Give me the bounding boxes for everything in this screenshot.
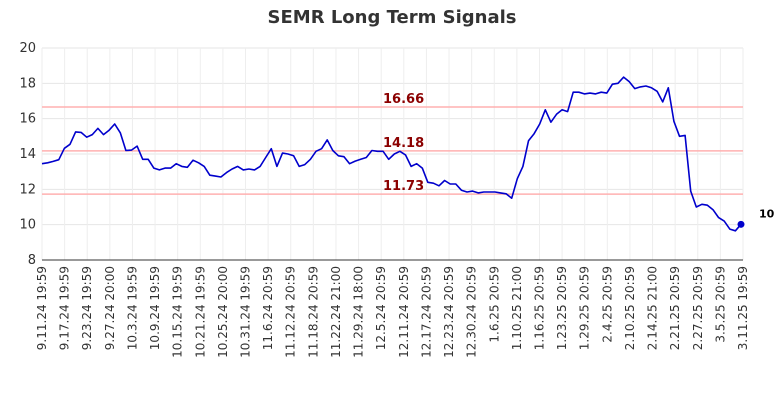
y-tick-label: 18 [19, 76, 36, 91]
x-tick-label: 3.5.25 20:59 [713, 266, 727, 343]
y-tick-label: 8 [28, 253, 36, 268]
x-tick-label: 9.27.24 20:00 [103, 266, 117, 350]
signal-line-label: 14.18 [383, 136, 424, 151]
x-tick-label: 2.10.25 20:59 [623, 266, 637, 350]
x-tick-label: 2.4.25 20:59 [600, 266, 614, 343]
x-tick-label: 12.11.24 20:59 [397, 266, 411, 358]
x-tick-label: 10.21.24 19:59 [193, 266, 207, 358]
y-tick-label: 14 [19, 147, 36, 162]
signal-line-label: 11.73 [383, 179, 424, 194]
x-tick-label: 11.29.24 18:00 [352, 266, 366, 358]
y-tick-label: 12 [19, 182, 36, 197]
x-tick-label: 11.18.24 20:59 [306, 266, 320, 358]
x-tick-label: 1.16.25 20:59 [532, 266, 546, 350]
x-tick-label: 12.30.24 20:59 [465, 266, 479, 358]
x-tick-label: 11.22.24 21:00 [329, 266, 343, 358]
chart-title: SEMR Long Term Signals [267, 7, 517, 28]
x-tick-label: 1.6.25 20:59 [487, 266, 501, 343]
x-tick-label: 9.23.24 19:59 [80, 266, 94, 350]
signal-line-label: 16.66 [383, 92, 424, 107]
y-tick-label: 20 [19, 41, 36, 56]
y-tick-label: 10 [19, 218, 36, 233]
x-tick-label: 2.21.25 20:59 [668, 266, 682, 350]
x-tick-label: 10.3.24 19:59 [125, 266, 139, 350]
x-tick-label: 10.25.24 20:00 [216, 266, 230, 358]
x-tick-label: 2.14.25 21:00 [646, 266, 660, 350]
y-tick-label: 16 [19, 112, 36, 127]
x-tick-label: 11.6.24 20:59 [261, 266, 275, 350]
x-tick-label: 1.23.25 20:59 [555, 266, 569, 350]
x-tick-label: 12.23.24 20:59 [442, 266, 456, 358]
x-tick-label: 12.5.24 20:59 [374, 266, 388, 350]
x-tick-label: 11.12.24 20:59 [284, 266, 298, 358]
x-tick-label: 3.11.25 19:59 [736, 266, 750, 350]
price-series-line [41, 76, 742, 232]
x-tick-label: 10.9.24 19:59 [148, 266, 162, 350]
x-tick-label: 12.17.24 20:59 [419, 266, 433, 358]
x-tick-label: 9.11.24 19:59 [35, 266, 49, 350]
last-price-marker [737, 220, 745, 228]
x-tick-label: 9.17.24 19:59 [58, 266, 72, 350]
last-price-label: 10 [759, 207, 775, 220]
x-tick-label: 2.27.25 20:59 [691, 266, 705, 350]
x-tick-label: 1.10.25 21:00 [510, 266, 524, 350]
x-tick-label: 10.15.24 19:59 [171, 266, 185, 358]
x-tick-label: 10.31.24 19:59 [239, 266, 253, 358]
x-tick-label: 1.29.25 20:59 [578, 266, 592, 350]
